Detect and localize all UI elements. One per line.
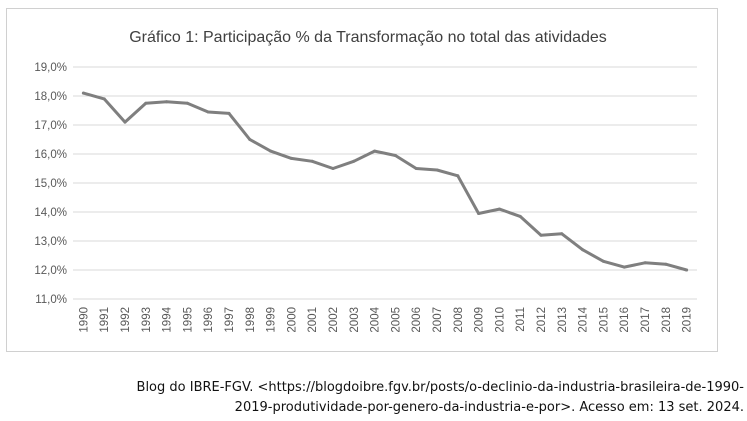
x-tick-label: 1993 [141,307,153,333]
x-tick-label: 2014 [578,306,590,332]
chart-frame: Gráfico 1: Participação % da Transformaç… [6,8,718,352]
x-tick-label: 2007 [432,307,444,333]
data-point [477,211,481,215]
x-tick-label: 1994 [162,306,174,332]
x-tick-label: 1992 [120,307,132,333]
x-tick-label: 2001 [307,307,319,333]
x-tick-label: 1997 [224,307,236,333]
data-point [622,265,626,269]
x-tick-label: 2019 [682,307,694,333]
data-point [331,167,335,170]
x-tick-label: 2010 [494,307,506,333]
data-point [269,149,273,153]
y-tick-label: 13,0% [34,236,67,248]
x-tick-label: 1990 [78,307,90,333]
data-point [601,259,605,263]
data-point [373,149,377,153]
data-point [643,261,647,265]
data-point [518,214,522,218]
x-tick-label: 1999 [266,307,278,333]
y-tick-label: 17,0% [34,120,67,132]
y-tick-label: 18,0% [34,91,67,103]
source-line-2: 2019-produtividade-por-genero-da-industr… [234,400,744,415]
x-tick-label: 1995 [182,307,194,333]
data-point [81,91,85,95]
x-tick-label: 2013 [557,307,569,333]
x-tick-label: 2002 [328,307,340,333]
data-point [102,97,106,101]
x-tick-label: 2009 [474,307,486,333]
data-point [144,101,148,105]
x-tick-label: 2016 [619,307,631,333]
source-citation: Blog do IBRE-FGV. <https://blogdoibre.fg… [6,378,744,418]
line-chart: Gráfico 1: Participação % da Transformaç… [34,29,697,333]
y-tick-label: 11,0% [35,294,67,306]
data-point [352,159,356,163]
x-tick-label: 2015 [598,307,610,333]
x-tick-label: 1998 [245,307,257,333]
x-tick-label: 2008 [453,307,465,333]
y-tick-label: 14,0% [34,207,67,219]
data-point [248,138,252,141]
data-point [289,156,293,160]
data-point [123,120,127,124]
data-point [497,207,501,211]
x-tick-label: 2003 [349,307,361,333]
chart-title: Gráfico 1: Participação % da Transformaç… [129,29,607,46]
data-point [185,101,189,105]
series-line [81,91,689,272]
data-point [435,168,439,172]
source-line-1: Blog do IBRE-FGV. <https://blogdoibre.fg… [136,380,744,395]
data-point [581,248,585,252]
data-point [456,174,460,178]
data-point [539,233,543,237]
x-tick-label: 2018 [661,307,673,333]
y-tick-label: 12,0% [34,265,67,277]
data-point [560,232,564,236]
x-tick-label: 2011 [515,307,527,332]
x-tick-label: 2006 [411,307,423,333]
y-tick-label: 16,0% [34,149,67,161]
x-tick-label: 2000 [286,307,298,333]
data-point [206,110,210,114]
x-tick-label: 2012 [536,307,548,333]
data-point [393,153,397,157]
data-point [227,111,231,115]
x-tick-label: 1996 [203,307,215,333]
data-point [165,100,169,104]
data-point [685,268,689,272]
x-tick-label: 2004 [370,306,382,332]
y-tick-label: 19,0% [34,62,67,74]
x-tick-label: 2017 [640,307,652,333]
data-point [414,167,418,170]
data-point [310,159,314,163]
x-tick-label: 1991 [99,307,111,333]
x-tick-label: 2005 [390,307,402,333]
y-tick-label: 15,0% [34,178,67,190]
data-point [664,262,668,266]
